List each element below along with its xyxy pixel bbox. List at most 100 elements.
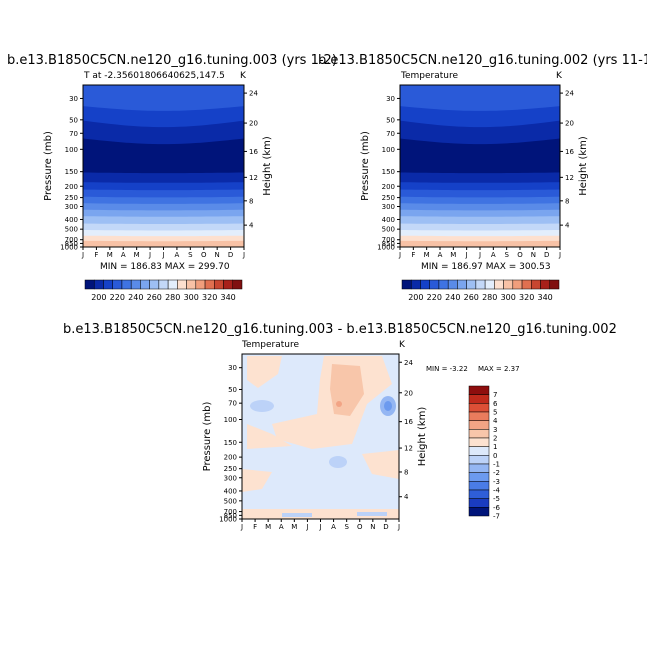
panel2-ytick-label: 150 bbox=[382, 168, 395, 176]
colorbar-swatch bbox=[223, 279, 234, 290]
colorbar-swatch bbox=[468, 429, 490, 439]
colorbar-swatch bbox=[186, 279, 197, 290]
colorbar-label: 320 bbox=[519, 293, 534, 302]
panel3-cool-region bbox=[282, 513, 312, 517]
colorbar-swatch bbox=[468, 455, 490, 465]
panel3-ytick-label: 400 bbox=[224, 487, 237, 495]
panel3-stats-min: MIN = -3.22 bbox=[426, 365, 468, 373]
colorbar-label: 300 bbox=[501, 293, 516, 302]
panel3-ytick-label: 700 bbox=[224, 508, 237, 516]
colorbar-swatch bbox=[503, 279, 514, 290]
panel1-ytick-label: 50 bbox=[69, 116, 78, 124]
panel2-ytick-label: 1000 bbox=[377, 244, 395, 252]
colorbar-label: -7 bbox=[493, 513, 500, 521]
panel2-colorbar bbox=[401, 279, 560, 290]
colorbar-swatch bbox=[468, 463, 490, 473]
panel3-warm-region bbox=[242, 469, 272, 492]
panel2-ytick-label: 300 bbox=[382, 203, 395, 211]
panel3-xtick-label: D bbox=[383, 523, 388, 531]
colorbar-swatch bbox=[121, 279, 132, 290]
panel1-xtick-label: A bbox=[175, 251, 180, 259]
colorbar-swatch bbox=[468, 437, 490, 447]
colorbar-swatch bbox=[401, 279, 412, 290]
panel2-xtick-label: M bbox=[450, 251, 456, 259]
panel3-xtick-label: N bbox=[370, 523, 375, 531]
panel1-units: K bbox=[240, 71, 246, 81]
panel1-title: b.e13.B1850C5CN.ne120_g16.tuning.003 (yr… bbox=[7, 53, 337, 68]
colorbar-label: -1 bbox=[493, 461, 500, 469]
panel3-ytick-label: 200 bbox=[224, 454, 237, 462]
colorbar-swatch bbox=[494, 279, 504, 290]
colorbar-swatch bbox=[468, 507, 490, 517]
panel2-xtick-label: S bbox=[504, 251, 509, 259]
colorbar-label: 220 bbox=[110, 293, 125, 302]
panel3-warm-core bbox=[336, 401, 342, 407]
panel3-stats-max: MAX = 2.37 bbox=[478, 365, 520, 373]
panel2-xtick-label: J bbox=[558, 251, 561, 259]
colorbar-swatch bbox=[214, 279, 224, 290]
panel3-xtick-label: M bbox=[291, 523, 297, 531]
colorbar-label: 240 bbox=[445, 293, 460, 302]
panel1-ytick-right-label: 4 bbox=[249, 222, 254, 230]
panel2-xtick-label: J bbox=[398, 251, 401, 259]
panel3-ytick-label: 500 bbox=[224, 497, 237, 505]
panel2-xtick-label: N bbox=[531, 251, 536, 259]
panel2-ylabel: Pressure (mb) bbox=[360, 131, 371, 201]
colorbar-swatch bbox=[232, 279, 243, 290]
panel3-ytick-label: 300 bbox=[224, 474, 237, 482]
panel2-ytick-label: 500 bbox=[382, 226, 395, 234]
panel2-xtick-label: A bbox=[438, 251, 443, 259]
panel3-xtick-label: J bbox=[318, 523, 321, 531]
panel2-ytick-label: 700 bbox=[382, 236, 395, 244]
panel1-xtick-label: J bbox=[161, 251, 164, 259]
panel3-xtick-label: M bbox=[265, 523, 271, 531]
panel3-cool-region bbox=[329, 456, 347, 468]
colorbar-swatch bbox=[429, 279, 440, 290]
panel3-units: K bbox=[399, 340, 405, 350]
colorbar-swatch bbox=[531, 279, 541, 290]
panel3-ylabel-right: Height (km) bbox=[417, 407, 428, 467]
colorbar-label: -4 bbox=[493, 487, 501, 495]
colorbar-swatch bbox=[149, 279, 160, 290]
panel2-ytick-right-label: 16 bbox=[565, 148, 574, 156]
colorbar-swatch bbox=[468, 394, 490, 404]
panel1-ytick-label: 700 bbox=[65, 236, 78, 244]
panel3-xtick-label: J bbox=[305, 523, 308, 531]
panel3-ytick-right-label: 4 bbox=[404, 493, 409, 501]
panel1-ytick-right-label: 16 bbox=[249, 148, 258, 156]
panel3-ytick-label: 70 bbox=[228, 400, 237, 408]
panel3-warm-region bbox=[247, 424, 292, 449]
panel3-ytick-label: 850 bbox=[224, 512, 237, 520]
colorbar-swatch bbox=[93, 279, 104, 290]
panel3-warm-region bbox=[242, 509, 399, 519]
panel3-warm-region bbox=[362, 450, 399, 479]
colorbar-swatch bbox=[204, 279, 215, 290]
panel3-ytick-label: 150 bbox=[224, 439, 237, 447]
panel1-xtick-label: O bbox=[201, 251, 207, 259]
panel1-field bbox=[83, 85, 244, 247]
colorbar-label: 260 bbox=[147, 293, 162, 302]
colorbar-swatch bbox=[468, 489, 490, 499]
panel3-xtick-label: S bbox=[344, 523, 349, 531]
colorbar-swatch bbox=[468, 403, 490, 413]
colorbar-swatch bbox=[130, 279, 141, 290]
panel1-ytick-right-label: 24 bbox=[249, 90, 258, 98]
panel3-cool-region bbox=[357, 512, 387, 516]
panel3-subtitle: Temperature bbox=[242, 340, 300, 350]
panel3-field bbox=[242, 354, 399, 519]
panel2-ytick-label: 70 bbox=[386, 130, 395, 138]
colorbar-swatch bbox=[177, 279, 187, 290]
panel1-xtick-label: J bbox=[81, 251, 84, 259]
colorbar-label: 2 bbox=[493, 435, 497, 443]
panel2-xtick-label: D bbox=[544, 251, 549, 259]
colorbar-label: 240 bbox=[128, 293, 143, 302]
panel2-field bbox=[400, 85, 560, 247]
colorbar-label: 4 bbox=[493, 417, 498, 425]
panel3-ytick-right-label: 20 bbox=[404, 389, 413, 397]
panel1-xtick-label: M bbox=[107, 251, 113, 259]
colorbar-label: 3 bbox=[493, 426, 497, 434]
panel1-band bbox=[83, 240, 244, 247]
panel2-ytick-label: 250 bbox=[382, 194, 395, 202]
panel1-ytick-label: 850 bbox=[65, 240, 78, 248]
colorbar-label: 260 bbox=[464, 293, 479, 302]
